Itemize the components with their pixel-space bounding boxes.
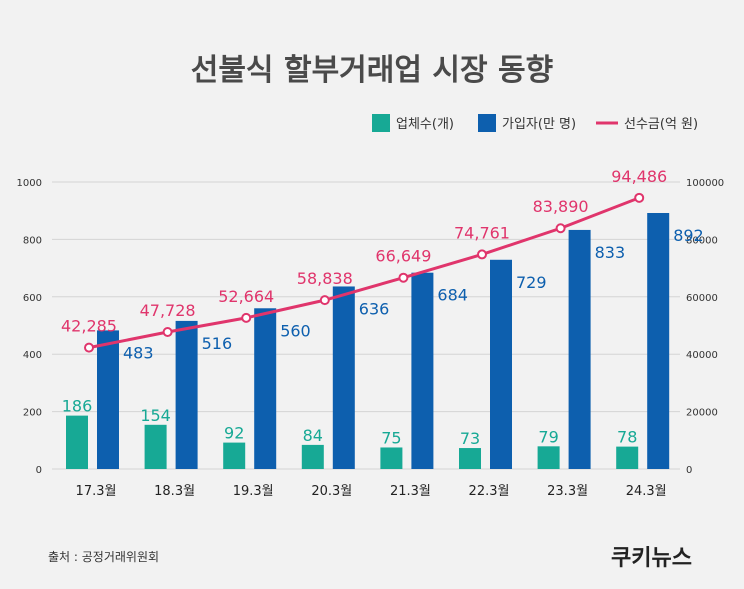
- bar-subscribers: [97, 330, 119, 469]
- line-point: [555, 223, 566, 234]
- data-label-prepayments: 52,664: [218, 287, 274, 306]
- legend-swatch: [478, 114, 496, 132]
- data-label-subscribers: 729: [516, 273, 547, 292]
- legend: 업체수(개) 가입자(만 명) 선수금(억 원): [372, 114, 698, 132]
- y2-tick-label: 0: [686, 465, 692, 476]
- data-label-establishments: 78: [617, 428, 637, 447]
- data-label-establishments: 154: [140, 406, 171, 425]
- data-label-establishments: 73: [460, 429, 480, 448]
- data-label-subscribers: 483: [123, 343, 154, 362]
- x-tick-label: 22.3월: [469, 484, 510, 499]
- bars: [66, 212, 670, 469]
- bar-subscribers: [647, 212, 670, 469]
- y-tick-label: 0: [36, 465, 42, 476]
- line-point: [162, 327, 173, 338]
- y2-tick-label: 80000: [686, 235, 718, 246]
- bar-establishments: [537, 446, 560, 469]
- data-label-establishments: 92: [224, 424, 244, 443]
- data-label-subscribers: 636: [359, 299, 390, 318]
- x-tick-label: 21.3월: [390, 484, 431, 499]
- legend-swatch: [372, 114, 390, 132]
- data-label-prepayments: 94,486: [611, 167, 667, 186]
- data-label-prepayments: 74,761: [454, 223, 510, 242]
- x-tick-label: 18.3월: [154, 484, 195, 499]
- y2-tick-label: 60000: [686, 293, 718, 304]
- data-label-subscribers: 684: [437, 286, 468, 305]
- bar-subscribers: [490, 259, 512, 469]
- source-note: 출처 : 공정거래위원회: [48, 550, 159, 564]
- data-label-subscribers: 892: [673, 226, 704, 245]
- y2-tick-label: 40000: [686, 350, 718, 361]
- bar-subscribers: [411, 272, 434, 469]
- y-tick-label: 1000: [17, 178, 42, 189]
- line-series: [84, 192, 645, 353]
- bar-subscribers: [254, 308, 277, 469]
- bar-establishments: [380, 447, 403, 469]
- data-label-subscribers: 560: [280, 321, 311, 340]
- y2-tick-label: 100000: [686, 178, 724, 189]
- line-point: [319, 295, 330, 306]
- bar-establishments: [616, 446, 639, 469]
- x-tick-label: 19.3월: [233, 484, 274, 499]
- y-tick-label: 600: [23, 293, 42, 304]
- data-label-subscribers: 833: [595, 243, 626, 262]
- bar-subscribers: [568, 229, 591, 469]
- line-point: [241, 312, 252, 323]
- legend-label: 가입자(만 명): [502, 117, 576, 132]
- publisher-logo: 쿠키뉴스: [611, 546, 692, 571]
- data-label-establishments: 84: [303, 426, 323, 445]
- legend-label: 선수금(억 원): [624, 117, 698, 132]
- x-tick-label: 20.3월: [311, 484, 352, 499]
- bar-establishments: [144, 424, 167, 469]
- line-prepayments: [88, 196, 640, 350]
- data-label-establishments: 79: [538, 427, 558, 446]
- data-label-prepayments: 42,285: [61, 317, 117, 336]
- data-label-establishments: 186: [62, 397, 93, 416]
- bar-establishments: [459, 448, 481, 469]
- x-tick-label: 17.3월: [76, 484, 117, 499]
- data-label-prepayments: 47,728: [140, 301, 196, 320]
- data-label-prepayments: 66,649: [375, 247, 431, 266]
- data-labels: 186 483 154 516 92 560 84 636 75 684 73 729 79 833 78 8…: [61, 167, 704, 448]
- bar-establishments: [66, 415, 88, 469]
- y-tick-label: 400: [23, 350, 42, 361]
- bar-establishments: [223, 442, 246, 469]
- y-tick-label: 800: [23, 235, 42, 246]
- legend-label: 업체수(개): [396, 117, 454, 132]
- data-label-establishments: 75: [381, 428, 401, 447]
- x-tick-label: 23.3월: [547, 484, 588, 499]
- data-label-prepayments: 83,890: [533, 197, 589, 216]
- data-label-subscribers: 516: [202, 334, 233, 353]
- y2-tick-label: 20000: [686, 408, 718, 419]
- line-point: [634, 192, 645, 203]
- x-tick-label: 24.3월: [626, 484, 667, 499]
- bar-subscribers: [332, 286, 355, 469]
- bar-establishments: [301, 444, 324, 469]
- chart-title: 선불식 할부거래업 시장 동향: [191, 53, 554, 88]
- axis-ticks: 0 200 400 600 800 1000 0 20000 40000 60000 80000 10…: [17, 178, 725, 499]
- line-point: [477, 249, 487, 260]
- line-point: [84, 342, 94, 353]
- y-tick-label: 200: [23, 408, 42, 419]
- bar-subscribers: [175, 320, 198, 469]
- data-label-prepayments: 58,838: [297, 269, 353, 288]
- line-point: [398, 272, 409, 283]
